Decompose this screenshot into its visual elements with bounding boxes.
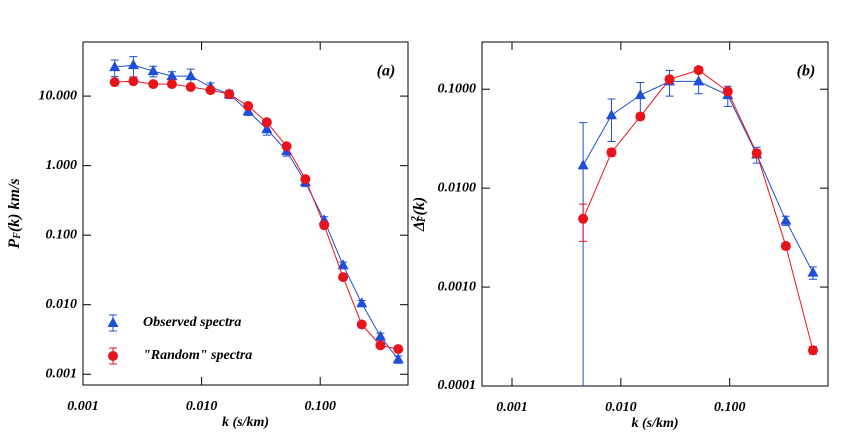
legend-entry: Observed spectra bbox=[107, 314, 241, 332]
x-axis-label: k (s/km) bbox=[222, 415, 269, 430]
marker bbox=[807, 345, 818, 356]
marker bbox=[108, 351, 118, 361]
marker bbox=[780, 241, 791, 252]
marker bbox=[319, 220, 330, 231]
x-axis-label: k (s/km) bbox=[631, 416, 678, 431]
marker bbox=[375, 340, 386, 351]
y-axis-label-part: (k) bbox=[411, 197, 428, 216]
series-line bbox=[582, 80, 814, 273]
y-tick-label: 0.0100 bbox=[438, 180, 477, 195]
marker bbox=[338, 272, 349, 283]
marker bbox=[393, 344, 404, 355]
marker bbox=[147, 65, 159, 76]
marker bbox=[109, 77, 120, 88]
x-tick-label: 0.100 bbox=[714, 400, 746, 415]
plot-frame bbox=[82, 41, 409, 386]
marker bbox=[109, 61, 121, 72]
legend-entry: "Random" spectra bbox=[108, 347, 252, 365]
marker bbox=[243, 101, 254, 112]
series-line bbox=[114, 80, 399, 350]
series bbox=[577, 69, 819, 386]
legend-label: "Random" spectra bbox=[143, 348, 252, 363]
series bbox=[109, 76, 404, 355]
marker bbox=[578, 213, 589, 224]
marker bbox=[693, 75, 705, 86]
y-axis-label-part: F bbox=[417, 215, 428, 223]
error-bar bbox=[607, 98, 616, 143]
marker bbox=[356, 297, 368, 308]
y-axis-label: Δ2F(k) bbox=[410, 197, 428, 232]
y-tick-label: 0.1000 bbox=[438, 81, 477, 96]
panel-label: (a) bbox=[377, 63, 396, 80]
y-tick-label: 10.000 bbox=[39, 88, 78, 103]
series bbox=[578, 65, 818, 356]
marker bbox=[751, 148, 762, 159]
marker bbox=[261, 123, 273, 134]
x-tick-label: 0.100 bbox=[304, 399, 336, 414]
marker bbox=[224, 89, 235, 100]
marker bbox=[356, 319, 367, 330]
panel: 0.001 0.010 0.100 0.001 0.010 0.100 1.000 10.00… bbox=[6, 41, 409, 430]
y-tick-label: 0.010 bbox=[46, 297, 78, 312]
marker bbox=[605, 109, 617, 120]
marker bbox=[606, 147, 617, 158]
marker bbox=[634, 89, 646, 100]
marker bbox=[392, 353, 404, 364]
marker bbox=[166, 70, 178, 81]
x-tick-label: 0.001 bbox=[496, 400, 528, 415]
panel-label: (b) bbox=[797, 63, 816, 80]
marker bbox=[374, 330, 386, 341]
marker bbox=[127, 59, 139, 70]
error-bar bbox=[579, 122, 588, 386]
y-axis-label-part: (k) km/s bbox=[6, 178, 23, 232]
y-tick-label: 0.0001 bbox=[438, 378, 477, 393]
marker bbox=[664, 74, 675, 85]
legend-label: Observed spectra bbox=[143, 315, 241, 330]
marker bbox=[148, 79, 159, 90]
panel: 0.001 0.010 0.100 0.0001 0.0010 0.0100 0.1000 k… bbox=[410, 41, 829, 431]
marker bbox=[693, 65, 704, 76]
y-axis-label-part: P bbox=[6, 239, 23, 250]
y-axis-label-part: 2 bbox=[410, 216, 421, 222]
x-tick-label: 0.001 bbox=[67, 399, 99, 414]
y-axis-label-part: Δ bbox=[411, 221, 428, 232]
series-line bbox=[114, 64, 399, 360]
marker bbox=[107, 317, 119, 327]
marker bbox=[300, 174, 311, 185]
marker bbox=[261, 117, 272, 128]
y-axis-label: PF(k) km/s bbox=[6, 178, 24, 249]
marker bbox=[635, 111, 646, 122]
y-tick-label: 1.000 bbox=[46, 158, 78, 173]
marker bbox=[128, 76, 139, 87]
marker bbox=[185, 82, 196, 93]
plot-frame bbox=[481, 41, 829, 387]
marker bbox=[807, 266, 819, 277]
series-line bbox=[582, 69, 814, 351]
x-tick-label: 0.010 bbox=[186, 399, 218, 414]
y-tick-label: 0.001 bbox=[46, 366, 78, 381]
marker bbox=[281, 141, 292, 152]
y-tick-label: 0.100 bbox=[46, 227, 78, 242]
x-tick-label: 0.010 bbox=[605, 400, 637, 415]
marker bbox=[337, 259, 349, 270]
marker bbox=[185, 70, 197, 81]
marker bbox=[722, 86, 733, 97]
y-axis-label-part: F bbox=[12, 232, 23, 240]
marker bbox=[780, 214, 792, 225]
y-tick-label: 0.0010 bbox=[438, 279, 477, 294]
marker bbox=[166, 79, 177, 90]
marker bbox=[577, 159, 589, 170]
marker bbox=[205, 85, 216, 96]
